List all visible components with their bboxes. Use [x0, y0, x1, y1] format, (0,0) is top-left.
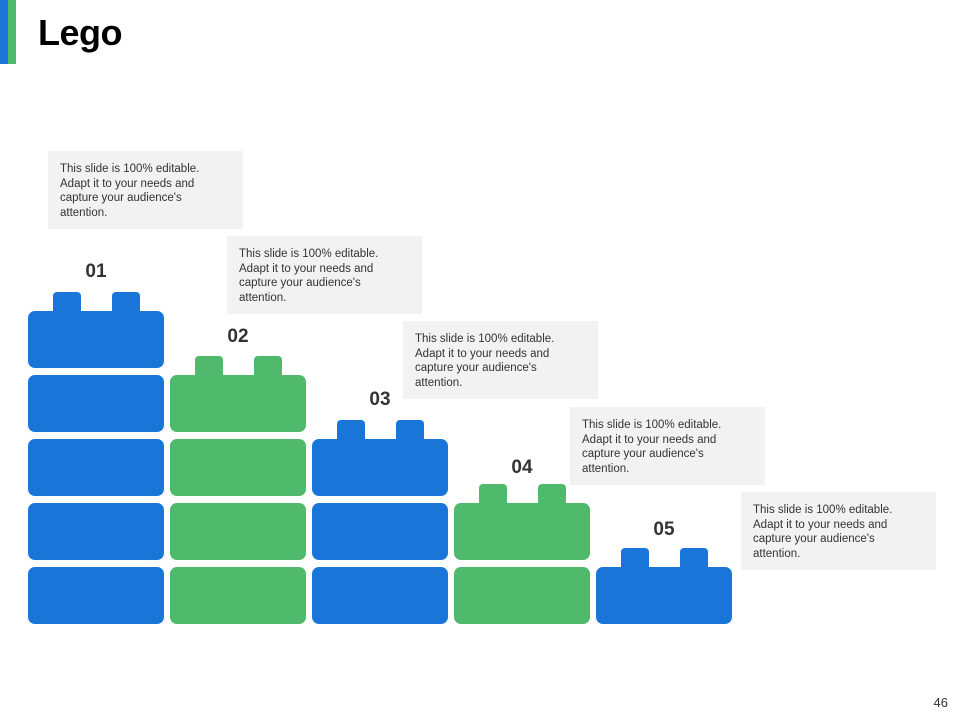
title-accent-bar — [0, 0, 16, 64]
step-04-text-box: This slide is 100% editable. Adapt it to… — [570, 407, 765, 485]
lego-brick — [596, 567, 732, 624]
lego-brick — [28, 439, 164, 496]
lego-brick — [312, 503, 448, 560]
lego-brick — [170, 439, 306, 496]
lego-stud — [195, 356, 223, 378]
lego-brick — [170, 567, 306, 624]
lego-stud — [53, 292, 81, 314]
lego-stud — [396, 420, 424, 442]
lego-stud — [254, 356, 282, 378]
lego-brick — [170, 375, 306, 432]
step-03-text-box: This slide is 100% editable. Adapt it to… — [403, 321, 598, 399]
lego-stud — [112, 292, 140, 314]
accent-bar-green — [8, 0, 16, 64]
lego-stud — [680, 548, 708, 570]
step-05-number: 05 — [653, 519, 675, 540]
lego-stud — [538, 484, 566, 506]
step-01-text-box: This slide is 100% editable. Adapt it to… — [48, 151, 243, 229]
lego-brick — [312, 439, 448, 496]
lego-brick — [170, 503, 306, 560]
lego-brick — [312, 567, 448, 624]
step-03-number: 03 — [369, 389, 391, 410]
lego-brick — [28, 503, 164, 560]
step-05-text-box: This slide is 100% editable. Adapt it to… — [741, 492, 936, 570]
accent-bar-blue — [0, 0, 8, 64]
step-02-number: 02 — [227, 326, 249, 347]
lego-stud — [337, 420, 365, 442]
lego-stud — [621, 548, 649, 570]
lego-stud — [479, 484, 507, 506]
lego-brick — [454, 567, 590, 624]
lego-brick — [28, 375, 164, 432]
step-01-number: 01 — [85, 261, 107, 282]
lego-brick — [454, 503, 590, 560]
lego-brick — [28, 567, 164, 624]
step-04-number: 04 — [511, 457, 533, 478]
page-number: 46 — [933, 695, 948, 710]
step-02-text-box: This slide is 100% editable. Adapt it to… — [227, 236, 422, 314]
slide-title: Lego — [38, 12, 123, 53]
lego-brick — [28, 311, 164, 368]
